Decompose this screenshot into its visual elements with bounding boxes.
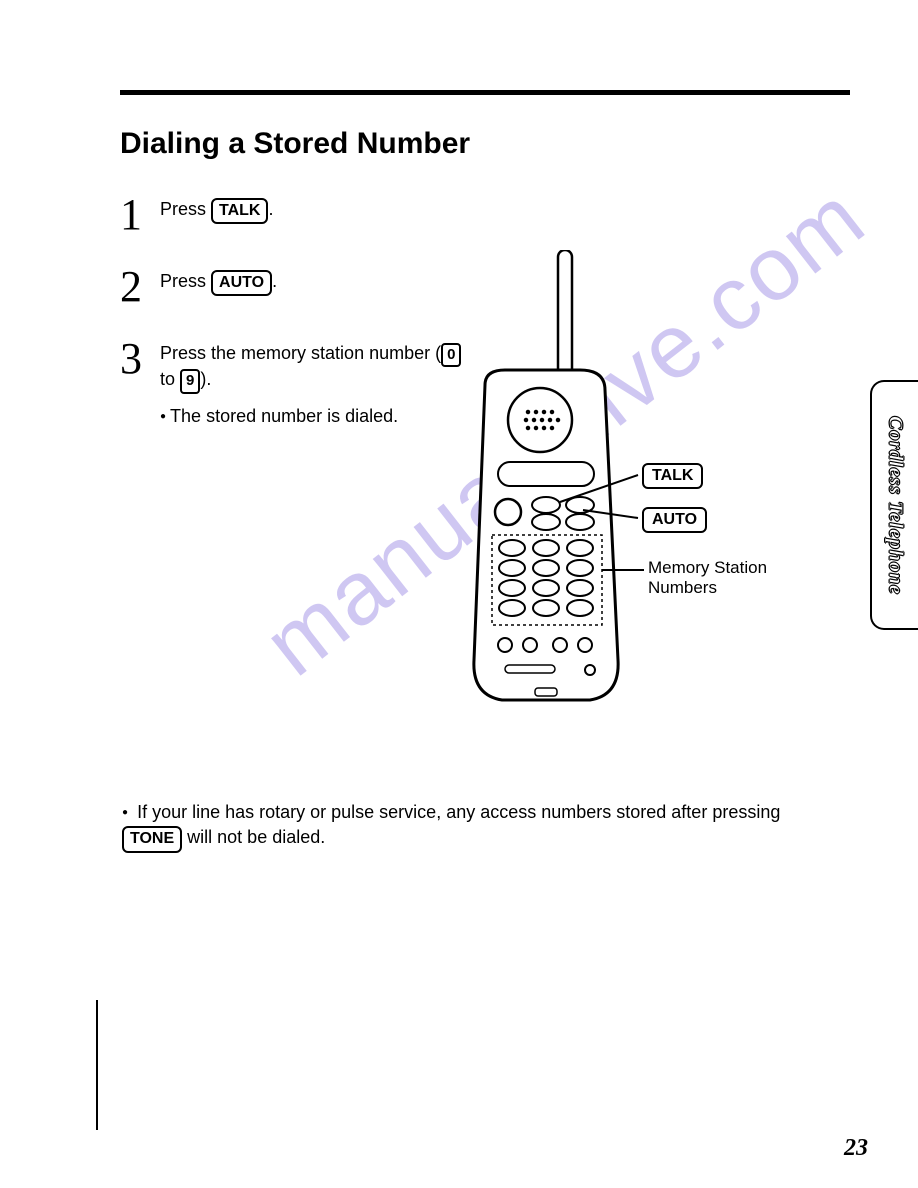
step-body: Press the memory station number (0 to 9)… xyxy=(160,337,470,428)
page-number: 23 xyxy=(844,1135,868,1162)
phone-illustration: TALK AUTO Memory Station Numbers xyxy=(450,250,850,750)
binding-mark xyxy=(96,1000,98,1130)
step-text-pre: Press xyxy=(160,199,211,219)
note-pre: If your line has rotary or pulse service… xyxy=(137,802,780,822)
step-text-post: . xyxy=(268,199,273,219)
step-text-pre: Press the memory station number ( xyxy=(160,343,441,363)
note-post: will not be dialed. xyxy=(182,827,325,847)
callout-talk-label: TALK xyxy=(642,463,703,489)
callout-auto-label: AUTO xyxy=(642,507,707,533)
callout-memory-label: Memory Station Numbers xyxy=(648,558,767,599)
tone-button-label: TONE xyxy=(122,826,182,852)
step-text-post: . xyxy=(272,271,277,291)
step-1: 1 Press TALK. xyxy=(120,193,850,237)
step-bullet: The stored number is dialed. xyxy=(160,404,470,428)
page-title: Dialing a Stored Number xyxy=(120,127,850,161)
bottom-note: If your line has rotary or pulse service… xyxy=(122,800,822,853)
key-9-label: 9 xyxy=(180,369,200,393)
step-text-post: ). xyxy=(200,369,211,389)
step-number: 2 xyxy=(120,265,160,309)
step-number: 3 xyxy=(120,337,160,381)
step-body: Press TALK. xyxy=(160,193,850,224)
step-text-mid: to xyxy=(160,369,180,389)
auto-button-label: AUTO xyxy=(211,270,272,296)
step-text-pre: Press xyxy=(160,271,211,291)
talk-button-label: TALK xyxy=(211,198,268,224)
side-tab-text: Cordless Telephone xyxy=(884,416,907,595)
step-number: 1 xyxy=(120,193,160,237)
phone-svg xyxy=(450,250,850,750)
side-tab: Cordless Telephone xyxy=(870,380,918,630)
top-rule xyxy=(120,90,850,95)
